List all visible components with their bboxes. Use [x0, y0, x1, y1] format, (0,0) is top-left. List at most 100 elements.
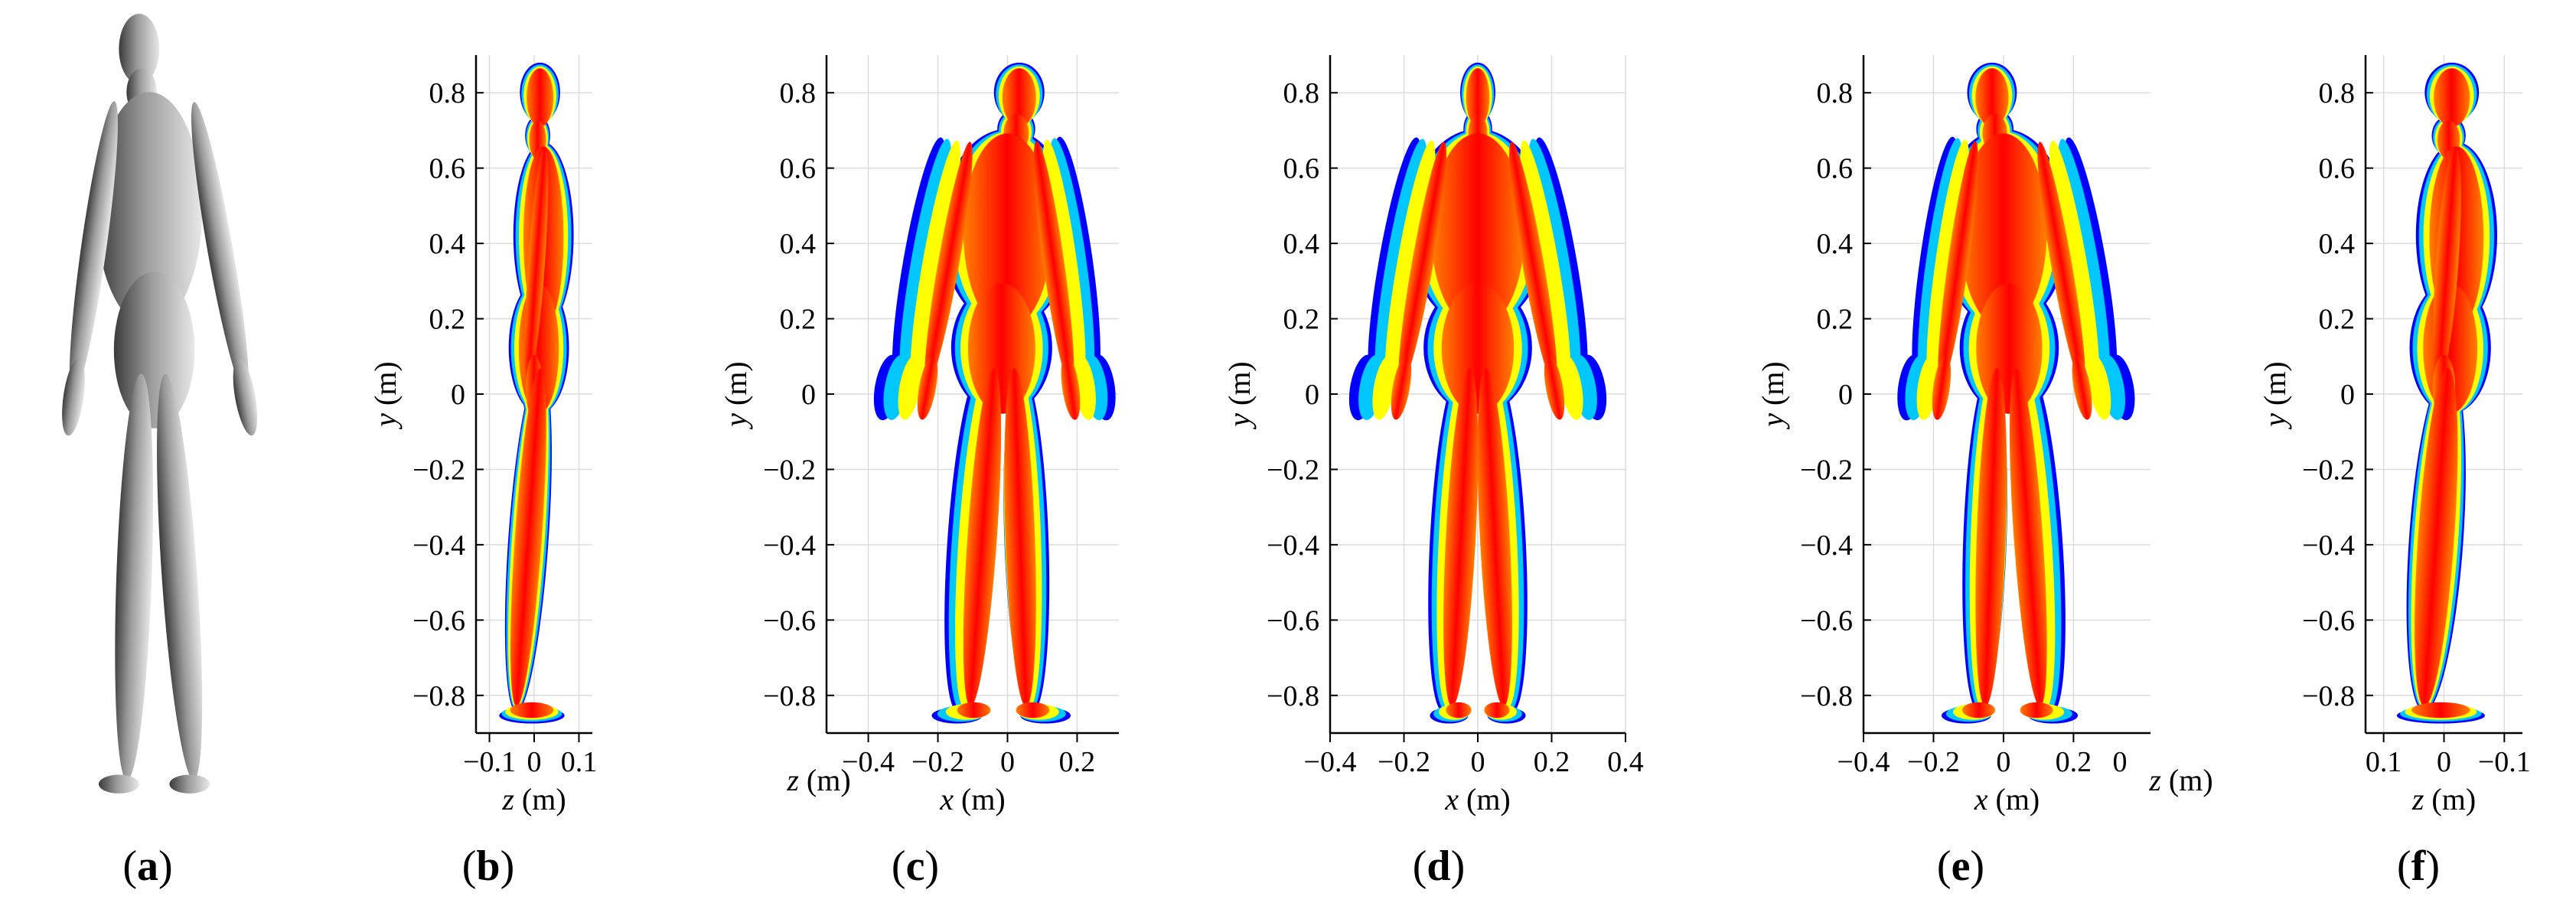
y-tick-label: 0.2 — [2319, 304, 2356, 336]
y-tick-label: −0.6 — [763, 605, 816, 637]
y-tick-label: −0.4 — [2302, 530, 2355, 562]
x-axis-var: x — [939, 782, 954, 816]
panel-label-e: (e) — [1937, 842, 1984, 890]
y-tick-label: −0.8 — [412, 680, 465, 712]
head — [527, 68, 554, 127]
y-tick-label: 0.6 — [429, 153, 466, 185]
y-tick-label: 0.2 — [1283, 304, 1320, 336]
y-tick-label: −0.6 — [2302, 605, 2355, 637]
y-tick-label: −0.4 — [1267, 530, 1319, 562]
y-tick-label: 0.8 — [1283, 77, 1320, 109]
x-axis-title: z (m) — [501, 782, 566, 816]
panel-label-open: ( — [462, 842, 477, 890]
far-hand — [1061, 355, 1081, 420]
left-hand — [1391, 355, 1412, 420]
x-axis-var: z — [501, 782, 514, 816]
far-foot — [1016, 702, 1050, 719]
panel-label-close: ) — [2425, 842, 2440, 890]
far-foot — [1961, 702, 1996, 719]
near-leg — [157, 373, 203, 780]
panel-label-letter: d — [1427, 842, 1450, 890]
x-axis-unit: (m) — [1459, 782, 1511, 816]
y-tick-label: −0.8 — [1800, 680, 1853, 712]
y-tick-label: 0.2 — [429, 304, 466, 336]
x-axis-unit: (m) — [1988, 782, 2040, 816]
far-arm — [1033, 141, 1074, 386]
y-tick-label: −0.2 — [2302, 454, 2355, 486]
y-axis-title: y (m) — [368, 361, 403, 430]
heatmap-body — [2396, 62, 2498, 724]
panel-label-open: ( — [1413, 842, 1427, 890]
y-tick-label: 0.8 — [1817, 77, 1854, 109]
y-tick-label: −0.8 — [763, 680, 816, 712]
panel-b-axes: 0.8 0.6 0.4 0.2 0 −0.2 −0.4 −0.6 −0.8 −0.1 0 0.1 y (… — [368, 55, 597, 816]
y-axis-var: y — [2258, 413, 2292, 430]
pelvis — [967, 283, 1035, 414]
pelvis — [1441, 283, 1515, 414]
near-foot — [2020, 702, 2053, 719]
x-axis-var: x — [1974, 782, 1988, 816]
y-tick-label: −0.6 — [412, 605, 465, 637]
right-arm — [1509, 142, 1557, 386]
y-tick-label: 0.8 — [780, 77, 817, 109]
x-tick-label: −0.2 — [1378, 746, 1430, 778]
panel-label-close: ) — [1451, 842, 1466, 890]
x-tick-label: 0 — [527, 746, 542, 778]
foot — [510, 702, 554, 719]
heatmap-body — [499, 62, 574, 724]
y-tick-label: 0 — [2340, 379, 2355, 411]
y-tick-label: −0.6 — [1800, 605, 1853, 637]
y-tick-label: 0.6 — [1817, 153, 1854, 185]
far-foot — [99, 774, 139, 794]
x-tick-label: −0.4 — [1304, 746, 1357, 778]
y-tick-label: −0.4 — [763, 530, 816, 562]
y-tick-label: −0.4 — [412, 530, 465, 562]
x-axis-title: x (m) — [1444, 782, 1511, 816]
y-tick-label: 0.4 — [780, 228, 817, 260]
x-tick-label: −0.2 — [1907, 746, 1960, 778]
left-foot — [1446, 702, 1472, 719]
second-x-axis-var: z — [2148, 763, 2161, 797]
x-tick-label: 0 — [1996, 746, 2010, 778]
x-tick-label: 0.2 — [1059, 746, 1096, 778]
panel-label-b: (b) — [462, 842, 514, 890]
near-hand — [917, 355, 938, 420]
x-tick-label: 0.1 — [2366, 746, 2402, 778]
panel-label-open: ( — [1937, 842, 1952, 890]
near-arm — [924, 142, 973, 386]
near-foot — [957, 702, 991, 719]
panel-label-letter: b — [476, 842, 500, 890]
pelvis — [113, 272, 195, 429]
x-axis-unit: (m) — [514, 782, 566, 816]
x-axis-unit: (m) — [954, 782, 1006, 816]
y-tick-label: 0.8 — [2319, 77, 2356, 109]
panel-d-axes: 0.8 0.6 0.4 0.2 0 −0.2 −0.4 −0.6 −0.8 −0.4 −0.2 0 0.… — [1222, 55, 1644, 816]
near-hand — [2088, 355, 2111, 420]
y-tick-label: 0.4 — [2319, 228, 2356, 260]
far-leg — [1975, 368, 2007, 707]
second-x-axis-unit: (m) — [2161, 763, 2213, 797]
y-axis-unit: (m) — [368, 361, 403, 413]
x-axis-var: z — [2411, 782, 2424, 816]
near-arm — [910, 140, 961, 386]
near-hand — [898, 355, 921, 420]
second-x-axis-unit: (m) — [799, 763, 851, 797]
left-hand — [1372, 355, 1397, 420]
x-tick-label: 0.4 — [1607, 746, 1644, 778]
head — [1002, 68, 1036, 127]
y-tick-label: 0.4 — [1817, 228, 1854, 260]
y-tick-label: 0 — [1305, 379, 1319, 411]
y-tick-label: −0.2 — [412, 454, 465, 486]
panel-label-letter: e — [1952, 842, 1971, 890]
x-axis-var: x — [1444, 782, 1459, 816]
y-tick-label: 0.6 — [1283, 153, 1320, 185]
near-arm — [191, 102, 249, 395]
panel-label-open: ( — [2397, 842, 2411, 890]
head — [1975, 68, 2009, 127]
y-tick-label: 0.2 — [780, 304, 817, 336]
near-hand — [2072, 355, 2092, 420]
arm — [2433, 146, 2461, 381]
y-axis-var: y — [368, 413, 403, 430]
leg — [510, 368, 546, 707]
x-tick-label: 0 — [1000, 746, 1015, 778]
